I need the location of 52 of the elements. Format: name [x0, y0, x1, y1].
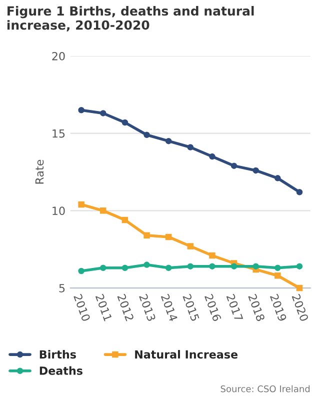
y-tick-label: 5: [59, 284, 65, 292]
point: [144, 262, 150, 268]
point: [296, 284, 303, 292]
x-tick-label: 2011: [95, 294, 112, 322]
point: [187, 144, 194, 150]
point: [209, 252, 216, 259]
point: [78, 201, 84, 208]
point: [274, 264, 281, 272]
y-tick-label: 10: [52, 206, 65, 216]
x-tick-label: 2018: [248, 294, 266, 322]
x-tick-label: 2016: [204, 294, 222, 322]
legend-label: Deaths: [40, 366, 82, 375]
point: [187, 243, 194, 250]
point: [252, 263, 259, 270]
point: [122, 264, 128, 272]
x-tick-label: 2017: [226, 294, 244, 322]
source-note: Source: CSO Ireland: [220, 385, 310, 392]
point: [122, 119, 128, 126]
point: [144, 132, 150, 138]
point: [274, 272, 281, 279]
point: [100, 208, 106, 214]
point: [296, 188, 303, 196]
legend-label: Births: [40, 350, 76, 359]
y-axis-title: Rate: [35, 160, 44, 184]
point: [230, 263, 238, 270]
point: [252, 167, 259, 174]
point: [100, 110, 106, 116]
point: [187, 263, 194, 270]
x-tick-label: 2019: [270, 294, 287, 322]
chart-title: Figure 1 Births, deaths and natural increase, 2010-2020: [7, 6, 254, 32]
point: [78, 268, 84, 274]
y-tick-label: 20: [52, 52, 65, 60]
y-tick-label: 15: [52, 129, 65, 138]
point: [230, 162, 238, 169]
point: [274, 175, 281, 182]
x-tick-label: 2014: [160, 294, 178, 322]
x-tick-label: 2015: [182, 294, 200, 322]
point: [209, 153, 216, 160]
legend-label: Natural Increase: [135, 350, 238, 359]
x-tick-label: 2013: [138, 294, 156, 322]
x-tick-label: 2010: [74, 294, 91, 322]
point: [78, 107, 84, 114]
point: [165, 138, 172, 144]
point: [165, 234, 172, 240]
point: [100, 264, 106, 272]
point: [122, 216, 128, 224]
point: [209, 263, 216, 270]
point: [296, 263, 303, 270]
x-tick-label: 2012: [117, 294, 134, 322]
point: [144, 232, 150, 239]
point: [165, 264, 172, 272]
x-tick-label: 2020: [292, 294, 309, 322]
